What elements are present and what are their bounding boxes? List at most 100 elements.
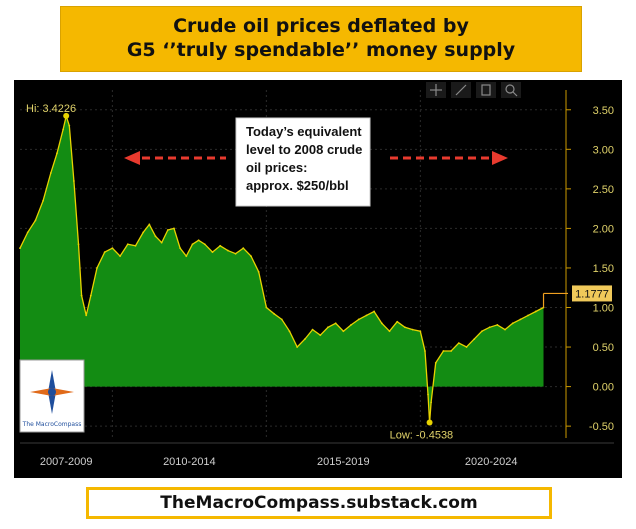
data-point [42, 199, 44, 202]
data-point [511, 322, 514, 325]
data-point [179, 247, 182, 250]
right-arrow [390, 151, 508, 165]
y-axis: 3.50 3.00 2.50 2.00 1.50 1.00 0.50 0.00 -0.50 [565, 90, 614, 438]
data-point [56, 152, 58, 155]
data-point [173, 227, 175, 230]
data-point [365, 314, 368, 317]
data-point [250, 255, 252, 257]
annotation-line-1: Today’s equivalent [246, 124, 362, 139]
data-point [273, 312, 275, 315]
data-point [527, 314, 530, 317]
data-point [148, 223, 151, 226]
series-line [19, 113, 544, 423]
data-point [166, 229, 169, 231]
data-point [411, 328, 414, 331]
x-axis: 2007-2009 2010-2014 2015-2019 2020-2024 [20, 442, 614, 468]
data-point [288, 330, 291, 333]
data-point [111, 247, 114, 250]
data-point [427, 393, 429, 396]
zoom-icon[interactable] [501, 82, 521, 98]
data-point [496, 324, 499, 326]
data-point [419, 330, 422, 333]
data-point [203, 243, 206, 246]
compass-icon [30, 370, 74, 414]
data-point [191, 243, 194, 246]
data-point [242, 247, 245, 250]
data-point [197, 239, 200, 242]
data-point [327, 326, 329, 329]
data-point [519, 318, 522, 321]
data-point [434, 361, 437, 364]
data-point [34, 219, 37, 222]
y-tick-label: 3.00 [593, 144, 614, 156]
data-point [334, 322, 337, 325]
data-point [457, 342, 460, 344]
series [19, 113, 545, 424]
annotation-line-3: oil prices: [246, 160, 307, 175]
pencil-icon[interactable] [451, 82, 471, 98]
annotation-line-4: approx. $250/bbl [246, 178, 349, 193]
data-point [219, 244, 222, 247]
last-value-label: 1.1777 [575, 288, 609, 300]
series-area [20, 116, 544, 423]
data-point [257, 271, 260, 273]
data-point [450, 350, 453, 352]
data-point [77, 243, 80, 246]
low-marker [426, 419, 433, 426]
data-point [80, 294, 83, 297]
data-point [160, 241, 163, 244]
annotation-box: Today’s equivalent level to 2008 crude o… [235, 117, 371, 207]
hi-marker [63, 112, 70, 119]
annotation-line-2: level to 2008 crude [246, 142, 362, 157]
data-point [319, 334, 322, 337]
data-point [473, 338, 476, 341]
data-point [119, 255, 121, 257]
data-point [311, 328, 314, 331]
data-point [62, 128, 65, 131]
chart: 3.50 3.00 2.50 2.00 1.50 1.00 0.50 0.00 -0.50 20… [14, 80, 622, 478]
data-point [103, 251, 106, 254]
data-point [19, 247, 21, 250]
macrocompass-logo: The MacroCompass [19, 359, 85, 433]
y-tick-label: -0.50 [589, 421, 614, 433]
data-point [342, 330, 345, 333]
title-line-2: G5 ‘’truly spendable’’ money supply [126, 39, 516, 61]
data-point [72, 180, 75, 182]
data-point [481, 330, 483, 333]
annotations: 1.1777 Hi: 3.4226 Low: -0.4538 [26, 103, 612, 441]
data-point [85, 314, 88, 317]
data-point [96, 267, 98, 269]
document-icon[interactable] [476, 82, 496, 98]
data-point [68, 124, 71, 127]
data-point [380, 322, 383, 325]
data-point [488, 326, 491, 329]
data-point [504, 328, 506, 331]
hi-label: Hi: 3.4226 [26, 103, 76, 115]
data-point [424, 350, 426, 352]
title-banner: Crude oil prices deflated by G5 ‘’truly … [60, 6, 582, 72]
x-tick-label: 2007-2009 [40, 456, 93, 468]
data-point [185, 255, 188, 257]
y-tick-label: 2.50 [593, 184, 614, 196]
data-point [142, 231, 145, 234]
data-point [465, 346, 468, 348]
y-tick-label: 0.00 [593, 382, 614, 394]
data-point [373, 310, 376, 313]
data-point [280, 318, 283, 321]
x-tick-label: 2015-2019 [317, 456, 370, 468]
data-point [26, 231, 29, 234]
data-point [234, 252, 237, 255]
crosshair-icon[interactable] [426, 82, 446, 98]
data-point [89, 294, 92, 297]
low-label: Low: -0.4538 [390, 429, 454, 441]
y-tick-label: 3.50 [593, 105, 614, 117]
data-point [442, 350, 445, 352]
title-line-1: Crude oil prices deflated by [173, 15, 469, 38]
last-value-badge [572, 285, 612, 302]
data-point [126, 243, 129, 246]
data-point [265, 306, 268, 309]
x-tick-label: 2010-2014 [163, 456, 216, 468]
data-point [296, 346, 299, 348]
data-point [303, 338, 306, 341]
footer-url-box: TheMacroCompass.substack.com [86, 487, 552, 519]
